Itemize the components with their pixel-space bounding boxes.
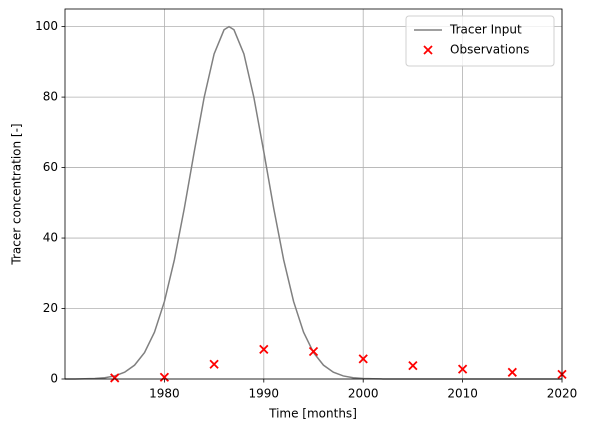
- legend-box: [405, 15, 555, 67]
- marker-stroke: [308, 346, 319, 357]
- legend-label: Tracer Input: [449, 23, 522, 37]
- scatter-point: [507, 367, 517, 377]
- x-tick-label: 2020: [547, 387, 578, 401]
- scatter-point: [259, 344, 269, 355]
- legend-label: Observations: [450, 43, 529, 57]
- y-tick-label: 60: [43, 160, 58, 174]
- marker-stroke: [110, 373, 120, 383]
- scatter-point: [209, 359, 219, 369]
- marker-stroke: [408, 360, 418, 371]
- line: [64, 25, 562, 380]
- marker-stroke: [507, 367, 517, 377]
- scatter-point: [159, 372, 170, 382]
- y-tick-label: 0: [50, 372, 58, 386]
- y-tick-label: 20: [43, 301, 58, 315]
- marker-stroke: [259, 344, 269, 355]
- x-tick-label: 2010: [447, 387, 478, 401]
- scatter-point: [358, 354, 368, 364]
- scatter-point: [457, 364, 468, 374]
- y-tick-label: 40: [43, 231, 58, 245]
- x-axis-label: Time [months]: [268, 407, 357, 421]
- y-tick-label: 80: [43, 90, 58, 104]
- legend-swatch: [423, 45, 433, 55]
- scatter-point: [110, 373, 120, 383]
- y-axis-label: Tracer concentration [-]: [10, 123, 24, 265]
- plot-frame: [64, 8, 563, 380]
- y-tick-label: 100: [35, 19, 58, 33]
- marker-stroke: [159, 372, 170, 382]
- marker-stroke: [358, 354, 368, 364]
- marker-stroke: [209, 359, 219, 369]
- marker-stroke: [423, 45, 433, 55]
- x-tick-label: 1990: [249, 387, 280, 401]
- scatter-point: [308, 346, 319, 357]
- scatter-point: [408, 360, 418, 371]
- marker-stroke: [457, 364, 468, 374]
- x-tick-label: 1980: [149, 387, 180, 401]
- x-tick-label: 2000: [348, 387, 379, 401]
